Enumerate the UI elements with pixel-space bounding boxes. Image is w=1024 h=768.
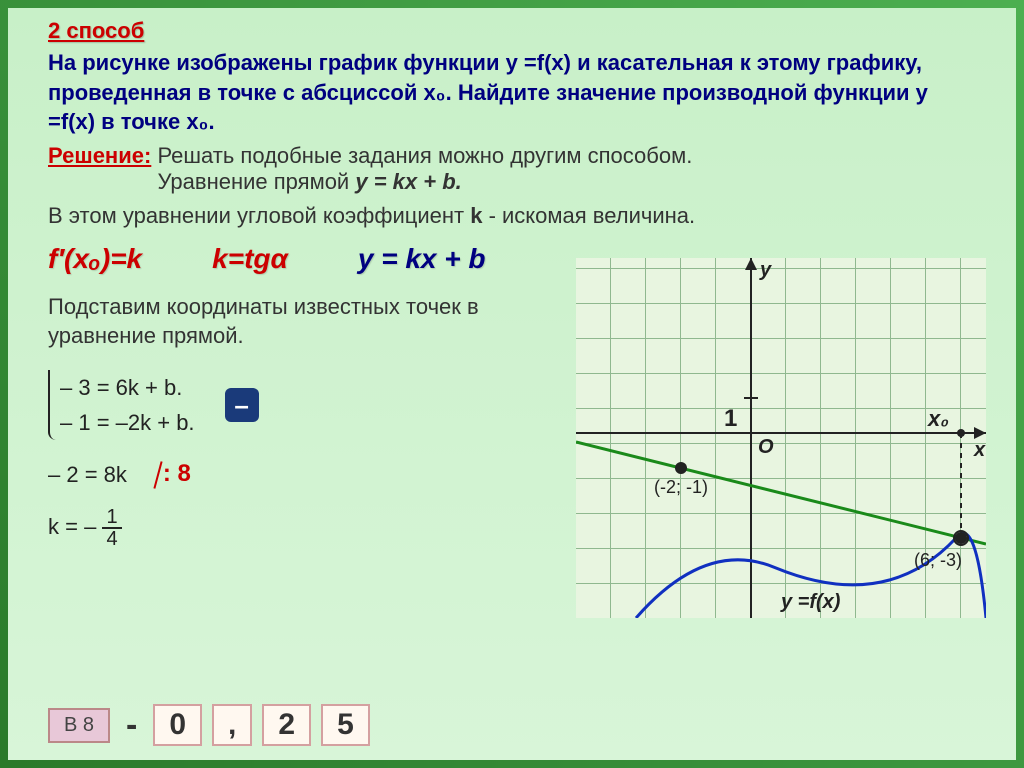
answer-digit-3: 5 xyxy=(321,704,370,746)
answer-sign: - xyxy=(120,706,143,745)
x0-label: x₀ xyxy=(927,406,949,431)
eq-3: – 2 = 8k xyxy=(48,462,127,488)
x-axis-label: x xyxy=(973,439,986,461)
solution-text-1: Решать подобные задания можно другим спо… xyxy=(157,143,692,168)
k-result: k = – 1 4 xyxy=(48,507,122,549)
tangent-line xyxy=(576,442,986,544)
point-b xyxy=(955,532,967,544)
divide-annotation: : 8 xyxy=(157,460,191,489)
substitution-text: Подставим координаты известных точек в у… xyxy=(48,293,548,350)
k-description: В этом уравнении угловой коэффициент k -… xyxy=(48,203,976,229)
formula-derivative: f′(xₒ)=k xyxy=(48,243,142,275)
eq-1: – 3 = 6k + b. xyxy=(60,375,195,401)
minus-badge: – xyxy=(225,388,259,422)
answer-comma: , xyxy=(212,704,252,746)
y-axis-label: y xyxy=(759,259,772,281)
solution-text-2: Уравнение прямой xyxy=(157,169,355,194)
point-a-label: (-2; -1) xyxy=(654,477,708,497)
answer-digit-2: 2 xyxy=(262,704,311,746)
answer-digit-0: 0 xyxy=(153,704,202,746)
formula-line: y = kx + b xyxy=(358,243,486,275)
formula-tangent: k=tgα xyxy=(212,243,288,275)
solution-label: Решение: xyxy=(48,143,151,168)
line-equation: y = kx + b. xyxy=(355,169,461,194)
problem-statement: На рисунке изображены график функции y =… xyxy=(48,48,976,137)
one-label: 1 xyxy=(724,405,737,432)
function-graph: y x O 1 x₀ (-2; -1) (6; -3) y =f(x) xyxy=(576,258,986,618)
answer-task-label: В 8 xyxy=(48,708,110,743)
point-a xyxy=(675,462,687,474)
origin-label: O xyxy=(758,436,774,458)
func-label: y =f(x) xyxy=(780,591,841,613)
method-title: 2 способ xyxy=(48,18,976,44)
answer-bar: В 8 - 0 , 2 5 xyxy=(48,704,370,746)
eq-2: – 1 = –2k + b. xyxy=(60,410,195,436)
point-b-label: (6; -3) xyxy=(914,550,962,570)
